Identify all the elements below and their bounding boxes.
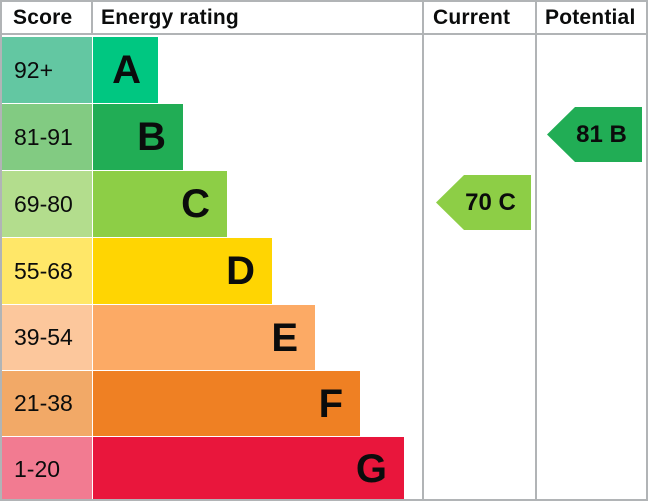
score-range-label: 81-91 [2,104,92,170]
header-score: Score [13,5,73,29]
potential-rating-arrow: 81 B [547,107,642,162]
chart-header: Score Energy rating Current Potential [2,2,646,35]
rating-bar-a: A [93,37,158,103]
header-current: Current [433,5,511,29]
current-rating-arrow: 70 C [436,175,531,230]
band-row-f: 21-38 F [2,371,422,436]
header-energy-rating: Energy rating [101,5,239,29]
band-row-c: 69-80 C [2,171,422,237]
potential-column-divider [535,2,537,499]
rating-bar-b: B [93,104,183,170]
rating-bar-g: G [93,437,404,499]
score-range-label: 92+ [2,37,92,103]
rating-bar-e: E [93,305,315,370]
band-row-d: 55-68 D [2,238,422,304]
header-potential: Potential [545,5,636,29]
band-row-g: 1-20 G [2,437,422,499]
score-range-label: 69-80 [2,171,92,237]
band-row-a: 92+ A [2,37,422,103]
score-range-label: 55-68 [2,238,92,304]
rating-bar-c: C [93,171,227,237]
current-column-divider [422,2,424,499]
score-range-label: 21-38 [2,371,92,436]
score-range-label: 39-54 [2,305,92,370]
rating-bar-f: F [93,371,360,436]
band-row-b: 81-91 B [2,104,422,170]
score-range-label: 1-20 [2,437,92,499]
band-row-e: 39-54 E [2,305,422,370]
rating-bar-d: D [93,238,272,304]
score-column-divider [91,2,93,35]
